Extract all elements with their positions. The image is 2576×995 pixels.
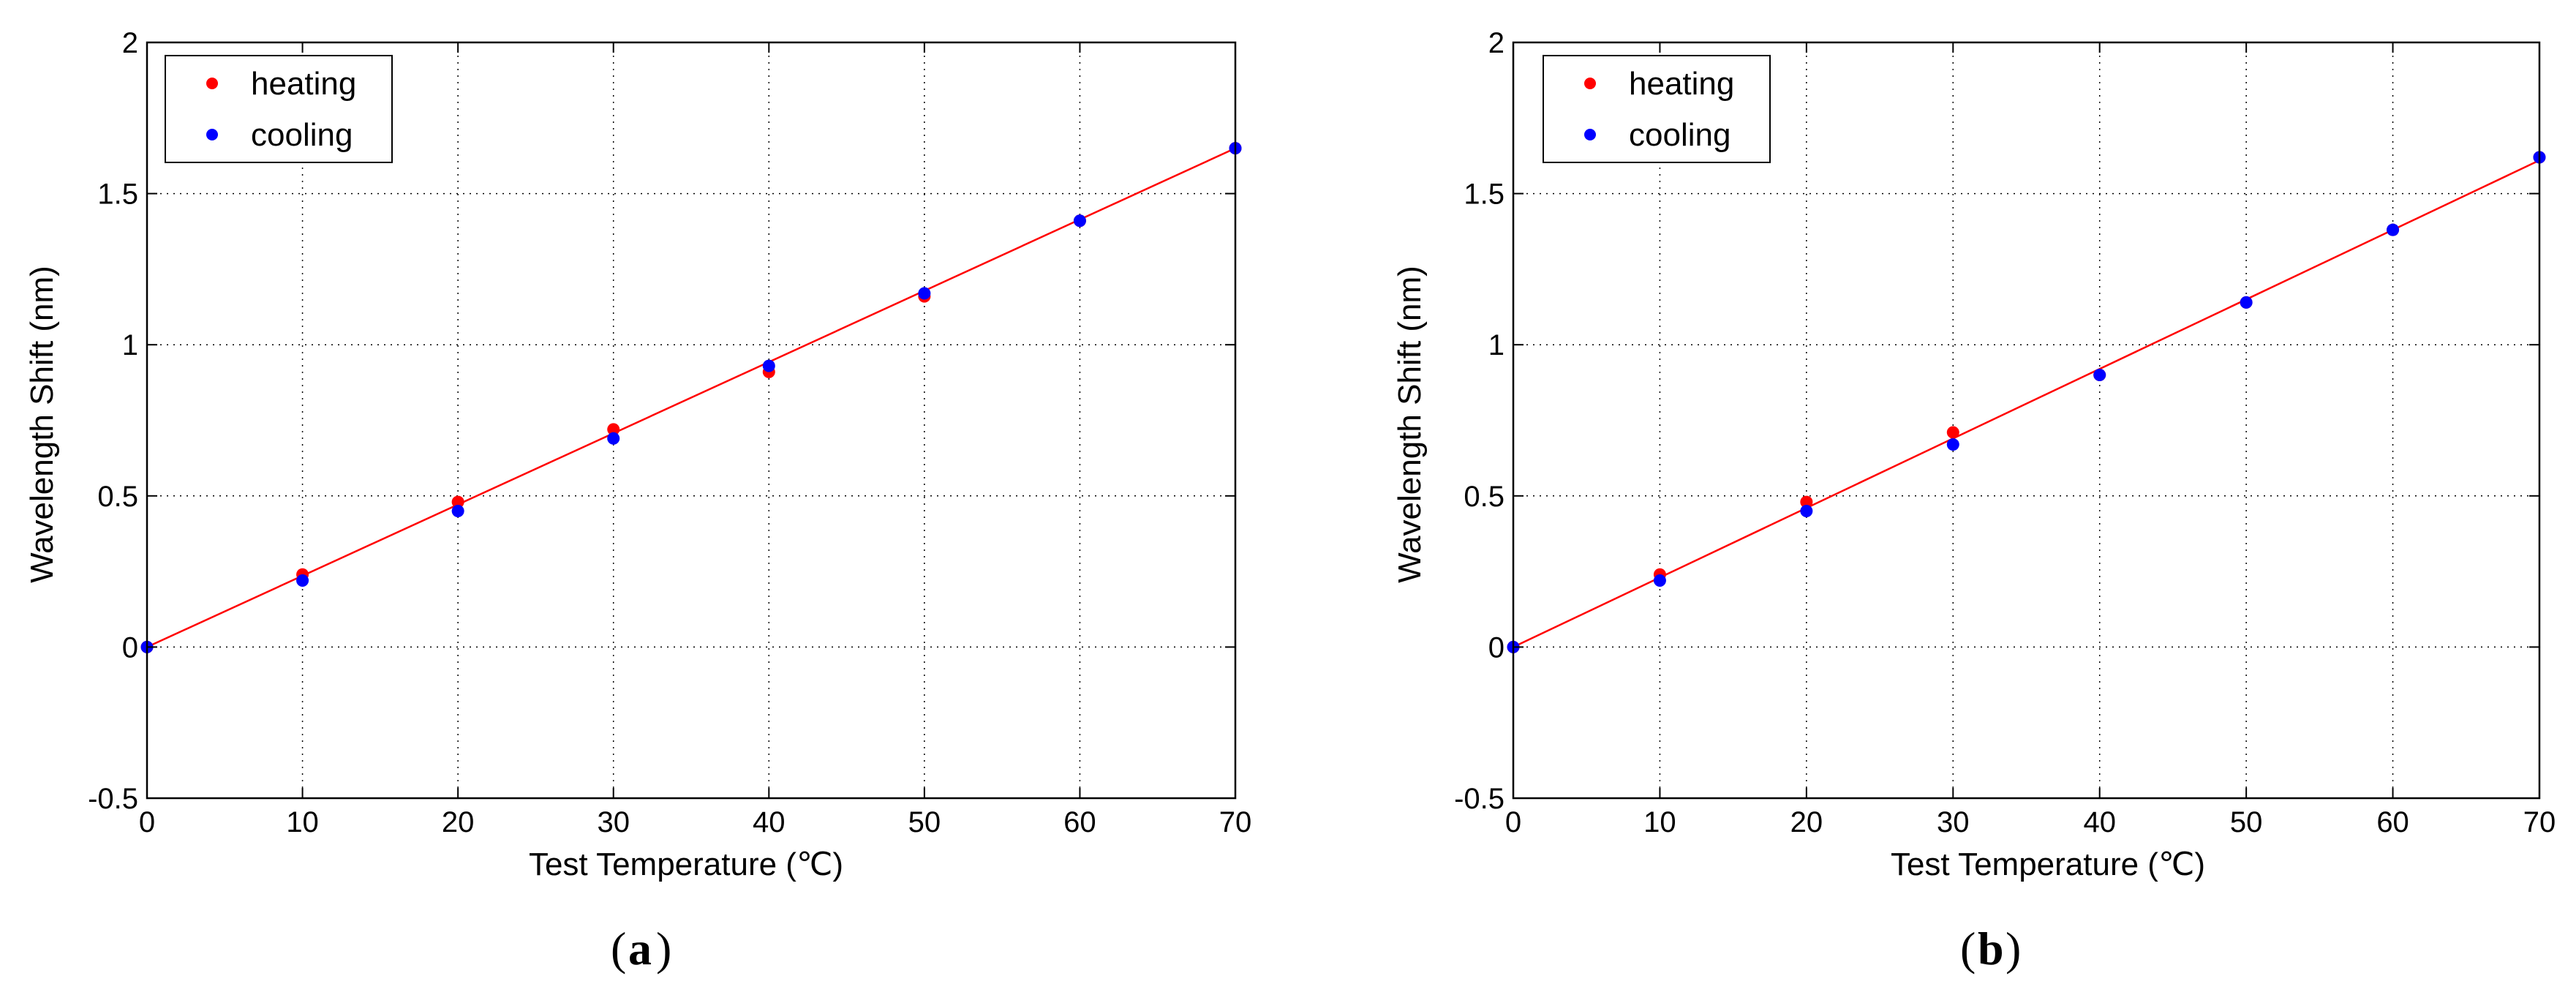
chart-b-fit-line [1513,159,2540,648]
chart-a-xtick-label: 10 [286,806,319,838]
chart-b-ytick-label: 2 [1488,27,1504,59]
chart-a-ytick-label: 0 [122,631,138,664]
chart-b-xtick-label: 50 [2230,806,2263,838]
chart-a-cooling-point [918,287,931,300]
chart-a-ytick-label: 2 [122,27,138,59]
chart-b-cooling-point [1946,438,1959,451]
chart-a-legend-cooling-marker [206,129,218,140]
chart-b-cooling-point [1800,504,1813,517]
chart-a-legend-heating-marker [206,78,218,89]
chart-b-ticks: 0 10 20 30 40 50 60 70-0.500.511.52 [1454,27,2556,838]
chart-b-heating-point [1946,426,1959,439]
chart-b-fit [1513,159,2540,648]
chart-a-legend-box [165,55,393,163]
chart-b-ytick-label: 1 [1488,329,1504,361]
chart-a-heating-point [451,495,464,508]
chart-a-cooling-point [762,359,775,372]
chart-a-cooling-point [607,432,620,445]
chart-b-xtick-label: 40 [2083,806,2116,838]
chart-b-legend: heating cooling [1543,55,1771,163]
chart-a-fit [146,147,1236,648]
chart-b-ytick-label: 0 [1488,631,1504,664]
chart-a-ytick-label: 1.5 [97,179,138,211]
chart-b-ytick-label: 1.5 [1464,179,1504,211]
chart-a-heating-point [607,423,620,436]
chart-b-xtick-label: 70 [2523,806,2556,838]
chart-b-legend-cooling-label: cooling [1629,117,1730,153]
chart-b-ytick-label: -0.5 [1454,783,1504,815]
chart-b-heating-point [1800,495,1813,508]
chart-a-cooling-point [296,574,309,587]
chart-b-xtick-label: 20 [1790,806,1823,838]
chart-a-legend: heating cooling [165,55,393,163]
chart-a-ytick-label: 0.5 [97,481,138,513]
chart-b-legend-heating-label: heating [1629,66,1734,102]
chart-a-xtick-label: 0 [139,806,155,838]
chart-b-legend-heating-marker [1584,78,1596,89]
chart-a-legend-cooling-label: cooling [251,117,353,153]
chart-a-ylabel: Wavelength Shift (nm) [24,266,60,583]
chart-a-legend-heating-label: heating [251,66,356,102]
chart-a-panel-letter: a [628,923,652,975]
chart-b-cooling-point [2387,223,2400,236]
chart-b-xlabel: Test Temperature (℃) [1891,846,2205,882]
chart-a: 0 10 20 30 40 50 60 70-0.500.511.52 heating coo… [24,27,1251,975]
svg-text:): ) [2006,923,2021,975]
chart-b-legend-cooling-marker [1584,129,1596,140]
svg-text:): ) [656,923,671,975]
chart-b-ylabel: Wavelength Shift (nm) [1392,266,1428,583]
chart-b-legend-box [1543,55,1771,163]
svg-text:(: ( [1960,923,1976,975]
chart-a-panel-label: ( a ) [611,923,671,975]
chart-a-xtick-label: 60 [1063,806,1096,838]
chart-a-ticks: 0 10 20 30 40 50 60 70-0.500.511.52 [88,27,1251,838]
chart-a-xlabel: Test Temperature (℃) [529,846,843,882]
chart-a-fit-line [146,147,1236,648]
chart-a-xtick-label: 30 [597,806,630,838]
chart-a-xtick-label: 40 [753,806,786,838]
chart-b-xtick-label: 30 [1937,806,1970,838]
chart-a-ytick-label: 1 [122,329,138,361]
chart-b: 0 10 20 30 40 50 60 70-0.500.511.52 heating coo… [1392,27,2556,975]
chart-a-xtick-label: 70 [1219,806,1252,838]
chart-a-xtick-label: 20 [442,806,475,838]
chart-b-ytick-label: 0.5 [1464,481,1504,513]
chart-b-points [1507,151,2546,653]
chart-b-xtick-label: 0 [1505,806,1521,838]
chart-b-panel-letter: b [1978,923,2004,975]
chart-a-xtick-label: 50 [908,806,941,838]
chart-a-grid [147,42,1235,798]
svg-text:(: ( [611,923,626,975]
chart-b-cooling-point [2093,369,2106,382]
chart-b-xtick-label: 60 [2376,806,2409,838]
chart-b-panel-label: ( b ) [1960,923,2021,975]
chart-a-cooling-point [1073,214,1086,228]
chart-a-axes-frame [146,41,1237,800]
chart-b-grid [1513,42,2539,798]
chart-a-ytick-label: -0.5 [88,783,138,815]
chart-b-axes-frame [1512,41,2541,800]
chart-b-xtick-label: 10 [1643,806,1676,838]
chart-b-cooling-point [1653,574,1666,587]
chart-a-cooling-point [451,504,464,517]
chart-b-cooling-point [2240,296,2253,309]
